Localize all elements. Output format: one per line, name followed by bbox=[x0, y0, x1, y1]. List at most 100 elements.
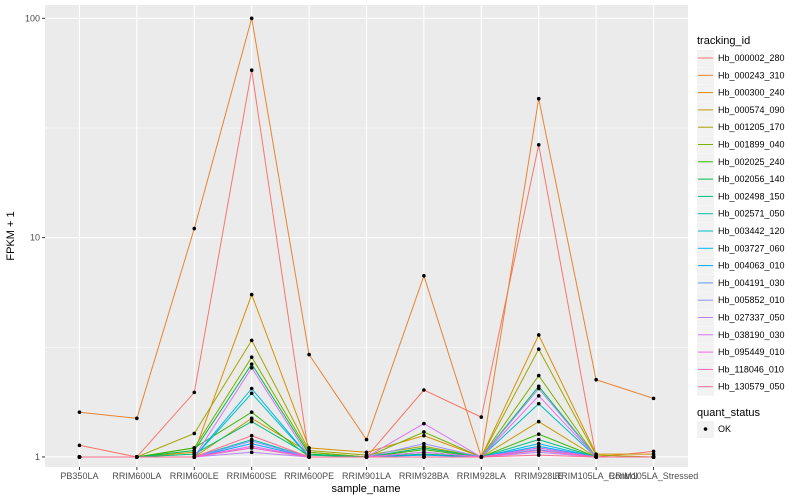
data-point bbox=[422, 430, 426, 434]
point-legend: OK bbox=[697, 421, 731, 438]
y-tick-label: 1 bbox=[35, 452, 40, 462]
legend-item: Hb_000002_280 bbox=[697, 50, 785, 67]
data-point bbox=[307, 446, 311, 450]
legend-item: Hb_000574_090 bbox=[697, 101, 785, 119]
data-point bbox=[249, 365, 254, 370]
data-point bbox=[249, 439, 254, 443]
legend-label: Hb_038190_030 bbox=[718, 330, 785, 340]
legend-item: Hb_000243_310 bbox=[697, 67, 785, 85]
data-point bbox=[192, 226, 197, 231]
data-point bbox=[135, 416, 139, 421]
data-point bbox=[536, 333, 541, 337]
legend-label: Hb_002056_140 bbox=[718, 174, 785, 184]
x-tick-label: RRIM901LA bbox=[342, 471, 391, 481]
data-point bbox=[249, 419, 254, 424]
data-point bbox=[651, 452, 656, 456]
data-point bbox=[479, 415, 484, 419]
data-point bbox=[307, 455, 311, 459]
y-axis: 1 10 100 bbox=[25, 13, 45, 462]
legend-label: Hb_118046_010 bbox=[718, 364, 784, 374]
data-point bbox=[536, 432, 541, 436]
data-point bbox=[536, 419, 541, 424]
x-axis-title: sample_name bbox=[331, 483, 400, 495]
legend-label: Hb_000002_280 bbox=[718, 53, 785, 63]
legend-item: Hb_005852_010 bbox=[697, 292, 785, 310]
data-point bbox=[192, 452, 197, 456]
data-point bbox=[422, 450, 426, 455]
y-tick-label: 10 bbox=[30, 233, 40, 243]
data-point bbox=[479, 455, 484, 459]
legend-item: Hb_003442_120 bbox=[697, 223, 785, 240]
x-tick-label: RRIM600LA bbox=[112, 471, 161, 481]
x-tick-label: RRIM105LA_Stressed bbox=[609, 471, 699, 481]
legend-point-marker bbox=[703, 427, 708, 431]
legend-items: Hb_000002_280 Hb_000243_310 Hb_000300_240 H… bbox=[697, 50, 785, 396]
data-point bbox=[536, 143, 541, 147]
data-point bbox=[249, 362, 254, 366]
legend-label: Hb_005852_010 bbox=[718, 295, 785, 305]
legend-item: Hb_000300_240 bbox=[697, 84, 785, 102]
legend-item: Hb_004063_010 bbox=[697, 257, 785, 275]
data-point bbox=[536, 437, 541, 442]
data-point bbox=[249, 292, 254, 297]
legend-label: Hb_002025_240 bbox=[718, 157, 785, 167]
data-point bbox=[135, 455, 139, 459]
legend-item: Hb_002025_240 bbox=[697, 153, 785, 171]
data-point bbox=[651, 455, 656, 459]
x-tick-label: RRIM928LE bbox=[514, 471, 563, 481]
legend-title-tracking-id: tracking_id bbox=[697, 35, 750, 47]
data-point bbox=[249, 68, 254, 72]
data-point bbox=[651, 449, 656, 454]
data-point bbox=[192, 448, 197, 453]
data-point bbox=[307, 352, 311, 357]
data-point bbox=[594, 377, 598, 382]
legend-label: Hb_001899_040 bbox=[718, 140, 785, 150]
data-point bbox=[536, 96, 541, 101]
x-tick-label: PB350LA bbox=[60, 471, 98, 481]
legend-item: Hb_130579_050 bbox=[697, 378, 785, 396]
data-point bbox=[364, 437, 369, 442]
data-point bbox=[536, 441, 541, 446]
legend-item: Hb_002056_140 bbox=[697, 171, 785, 189]
legend: tracking_id Hb_000002_280Hb_000243_310Hb… bbox=[697, 35, 785, 438]
x-tick-label: RRIM928BA bbox=[399, 471, 449, 481]
data-point bbox=[249, 391, 254, 396]
data-point bbox=[249, 450, 254, 455]
x-tick-label: RRIM600LE bbox=[170, 471, 219, 481]
legend-label: OK bbox=[718, 424, 731, 434]
legend-item: Hb_003727_060 bbox=[697, 240, 785, 258]
legend-item: Hb_001899_040 bbox=[697, 136, 785, 154]
data-point bbox=[192, 446, 197, 450]
legend-label: Hb_000300_240 bbox=[718, 88, 785, 98]
data-point bbox=[249, 16, 254, 21]
y-axis-title: FPKM + 1 bbox=[5, 211, 17, 260]
data-point bbox=[536, 347, 541, 351]
data-point bbox=[364, 450, 369, 455]
legend-item: Hb_002498_150 bbox=[697, 188, 785, 206]
data-point bbox=[77, 443, 82, 448]
legend-item: Hb_095449_010 bbox=[697, 344, 785, 362]
legend-label: Hb_001205_170 bbox=[718, 122, 785, 132]
data-point bbox=[249, 355, 254, 360]
data-point bbox=[422, 421, 426, 426]
legend-label: Hb_002571_050 bbox=[718, 209, 785, 219]
data-point bbox=[536, 401, 541, 406]
legend-label: Hb_095449_010 bbox=[718, 347, 785, 357]
data-point bbox=[536, 386, 541, 391]
legend-label: Hb_000574_090 bbox=[718, 105, 785, 115]
data-point bbox=[422, 441, 426, 446]
data-points bbox=[77, 16, 656, 459]
data-point bbox=[192, 390, 197, 395]
legend-label: Hb_003727_060 bbox=[718, 243, 785, 253]
legend-label: Hb_004191_030 bbox=[718, 278, 785, 288]
data-point bbox=[249, 416, 254, 421]
data-point bbox=[422, 388, 426, 392]
data-point bbox=[249, 446, 254, 450]
data-point bbox=[651, 396, 656, 401]
data-point bbox=[192, 431, 197, 436]
data-point bbox=[364, 455, 369, 459]
data-point bbox=[249, 386, 254, 391]
data-point bbox=[77, 455, 82, 459]
data-point bbox=[422, 273, 426, 278]
